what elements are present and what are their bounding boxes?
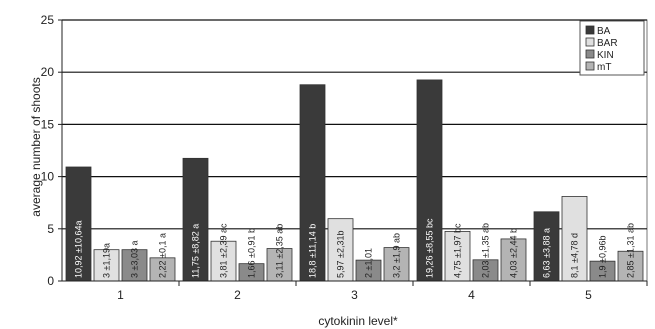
bar-kin-1: [121, 249, 148, 282]
data-label: 1,9 ±0,96b: [598, 236, 608, 278]
y-tick-label: 10: [41, 170, 55, 184]
bar-mt-3: [383, 247, 410, 282]
legend-label: BAR: [597, 38, 618, 49]
x-tick-label: 3: [351, 288, 358, 302]
data-labels: 10,92 ±10,64a 3 ±1,19a 3 ±3,03 a 2,22 ±0,1 …: [74, 218, 636, 278]
x-tick-label: 5: [585, 288, 592, 302]
data-label: 6,63 ±3,88 a: [542, 228, 552, 278]
data-label: 3,2 ±1,9 ab: [392, 233, 402, 278]
data-label: 5,97 ±2,31b: [336, 231, 346, 278]
x-axis-title: cytokinin level*: [318, 314, 398, 328]
legend-label: KIN: [597, 50, 614, 61]
x-tick-label: 2: [234, 288, 241, 302]
bar-bar-1: [93, 249, 120, 282]
legend-swatch: [585, 25, 595, 35]
data-label: 2 ±1,01: [364, 248, 374, 278]
data-label: 1,66 ±0,91 b: [247, 228, 257, 278]
bar-ba-3: [299, 84, 326, 282]
bar-ba-1: [65, 166, 92, 282]
data-label: 18,8 ±11,14 b: [308, 224, 318, 278]
bar-mt-2: [266, 248, 293, 282]
y-tick-label: 25: [41, 13, 55, 27]
legend-swatch: [585, 49, 595, 59]
bar-bar-5: [561, 196, 588, 282]
data-label: 3 ±3,03 a: [130, 241, 140, 278]
legend-swatch: [585, 61, 595, 71]
data-label: 4,75 ±1,97 bc: [453, 223, 463, 278]
legend-label: mT: [597, 62, 611, 73]
x-tick-label: 1: [117, 288, 124, 302]
bar-ba-4: [416, 79, 443, 282]
data-label: 19,26 ±8,55 bc: [425, 218, 435, 278]
legend-swatch: [585, 37, 595, 47]
data-label: 2,03 ±1,35 ab: [481, 223, 491, 278]
bar-mt-5: [617, 250, 644, 282]
legend-label: BA: [597, 26, 611, 37]
bar-bar-2: [210, 240, 237, 282]
y-tick-label: 0: [47, 274, 54, 288]
y-tick-label: 20: [41, 65, 55, 79]
bars: [65, 79, 644, 282]
x-tick-label: 4: [468, 288, 475, 302]
y-tick-label: 15: [41, 117, 55, 131]
data-label: 8,1 ±4,78 d: [570, 233, 580, 278]
y-axis-title: average number of shoots: [29, 77, 43, 216]
data-label: 2,22 ±0,1 a: [158, 233, 168, 278]
data-label: 4,03 ±2,44 b: [509, 228, 519, 278]
axes: 0 5 10 15 20 25 1 2 3 4 5: [41, 13, 648, 302]
data-label: 3,81 ±2,39 ac: [219, 223, 229, 278]
data-label: 3,11 ±2,35 ab: [275, 224, 285, 278]
bar-ba-2: [182, 157, 209, 282]
data-label: 10,92 ±10,64a: [74, 221, 84, 279]
y-tick-label: 5: [47, 222, 54, 236]
data-label: 3 ±1,19a: [102, 243, 112, 278]
data-label: 11,75 ±8,82 a: [191, 224, 201, 278]
data-label: 2,85 ±1,31 ab: [626, 223, 636, 278]
bar-bar-4: [444, 231, 471, 282]
